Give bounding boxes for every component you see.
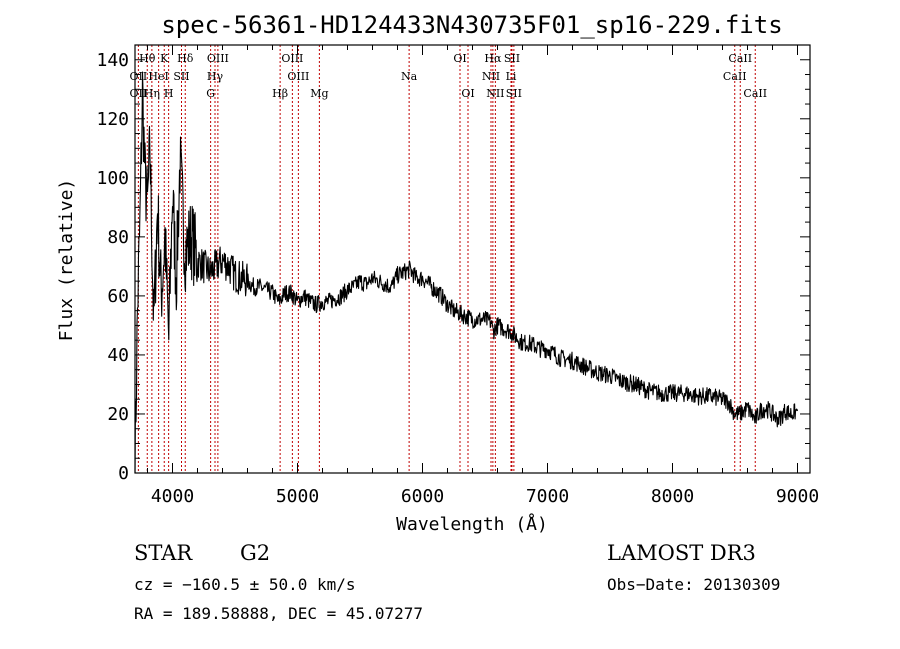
line-label: NII <box>482 70 500 83</box>
y-axis-ticks: 0 20 40 60 80 100 120 140 <box>96 50 810 484</box>
y-tick-label: 0 <box>118 463 129 484</box>
x-tick-label: 6000 <box>401 486 444 507</box>
line-label: G <box>206 87 215 100</box>
line-label: OI <box>461 87 474 100</box>
line-label: Hη <box>144 87 160 100</box>
line-label: Hδ <box>177 52 194 65</box>
line-label: OII <box>130 70 148 83</box>
y-tick-label: 60 <box>107 286 129 307</box>
spectral-subclass: G2 <box>240 541 271 565</box>
x-axis-label: Wavelength (Å) <box>396 513 548 535</box>
line-label: H <box>164 87 174 100</box>
line-label: OI <box>453 52 466 65</box>
line-label: OIII <box>207 52 229 65</box>
x-tick-label: 4000 <box>151 486 194 507</box>
line-label: SII <box>173 70 189 83</box>
line-label: CaII <box>728 52 752 65</box>
line-label: Na <box>401 70 418 83</box>
x-tick-label: 8000 <box>651 486 694 507</box>
line-label: OIII <box>287 70 309 83</box>
y-tick-label: 20 <box>107 404 129 425</box>
line-label: CaII <box>723 70 747 83</box>
line-label: Mg <box>310 87 328 100</box>
x-axis-ticks: 4000 5000 6000 7000 8000 9000 <box>147 45 819 507</box>
line-label: CaII <box>743 87 767 100</box>
line-label: Hγ <box>207 70 224 83</box>
y-axis-label: Flux (relative) <box>56 179 77 342</box>
spectrum-series-line <box>134 71 799 474</box>
plot-frame <box>134 44 811 474</box>
chart-title: spec-56361-HD124433N430735F01_sp16-229.f… <box>161 11 782 39</box>
observation-date: Obs−Date: 20130309 <box>607 575 781 594</box>
y-tick-label: 140 <box>96 50 129 71</box>
x-tick-label: 5000 <box>276 486 319 507</box>
line-label: SII <box>504 52 520 65</box>
line-label: SII <box>506 87 522 100</box>
x-tick-label: 9000 <box>776 486 819 507</box>
y-tick-label: 100 <box>96 168 129 189</box>
survey-name: LAMOST DR3 <box>607 541 756 565</box>
y-tick-label: 80 <box>107 227 129 248</box>
line-label: NII <box>486 87 504 100</box>
line-label: K <box>160 52 169 65</box>
line-label: OIII <box>281 52 303 65</box>
object-type: STAR <box>134 541 193 565</box>
y-tick-label: 120 <box>96 109 129 130</box>
redshift-velocity: cz = −160.5 ± 50.0 km/s <box>134 575 356 594</box>
line-label: Hα <box>484 52 502 65</box>
line-label: HeI <box>148 70 168 83</box>
line-label: Hβ <box>272 87 288 100</box>
x-tick-label: 7000 <box>526 486 569 507</box>
coordinates: RA = 189.58888, DEC = 45.07277 <box>134 604 423 623</box>
line-label: Li <box>506 70 517 83</box>
y-tick-label: 40 <box>107 345 129 366</box>
line-label: Hθ <box>139 52 156 65</box>
